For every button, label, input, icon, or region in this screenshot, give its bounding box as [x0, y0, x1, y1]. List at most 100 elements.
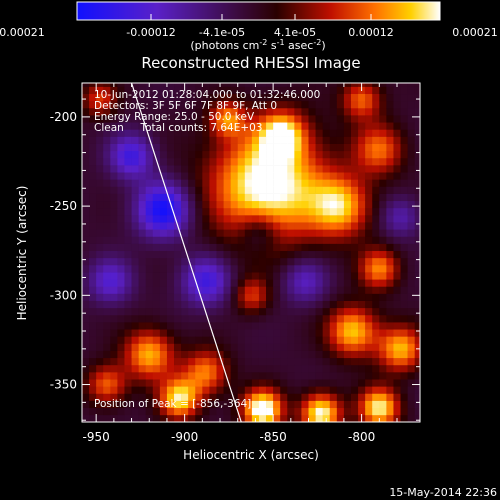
heatmap-cell: [124, 215, 132, 223]
heatmap-cell: [386, 215, 394, 223]
heatmap-cell: [223, 279, 231, 287]
heatmap-cell: [273, 107, 281, 116]
heatmap-cell: [322, 193, 331, 202]
heatmap-cell: [181, 279, 189, 287]
heatmap-cell: [365, 250, 373, 259]
heatmap-cell: [329, 314, 338, 323]
heatmap-cell: [251, 236, 260, 244]
heatmap-cell: [386, 322, 394, 330]
heatmap-cell: [181, 307, 189, 316]
heatmap-cell: [329, 250, 338, 259]
heatmap-cell: [124, 157, 132, 166]
heatmap-cell: [188, 343, 196, 351]
heatmap-cell: [124, 286, 132, 294]
heatmap-cell: [365, 293, 373, 301]
heatmap-cell: [393, 314, 401, 323]
heatmap-cell: [414, 372, 420, 380]
heatmap-cell: [117, 157, 125, 166]
heatmap-cell: [131, 414, 139, 422]
heatmap-cell: [223, 136, 231, 144]
heatmap-cell: [89, 307, 97, 316]
heatmap-cell: [166, 186, 175, 194]
heatmap-cell: [244, 293, 253, 301]
heatmap-cell: [166, 293, 175, 301]
heatmap-cell: [216, 364, 224, 373]
heatmap-cell: [308, 386, 316, 394]
heatmap-cell: [152, 386, 161, 394]
heatmap-cell: [89, 115, 97, 123]
heatmap-cell: [216, 115, 224, 123]
heatmap-cell: [96, 165, 104, 173]
heatmap-cell: [350, 150, 359, 159]
heatmap-cell: [174, 322, 182, 330]
heatmap-cell: [145, 286, 154, 294]
heatmap-cell: [322, 150, 331, 159]
heatmap-cell: [365, 150, 373, 159]
heatmap-cell: [202, 293, 210, 301]
heatmap-cell: [209, 400, 217, 409]
heatmap-cell: [301, 115, 309, 123]
heatmap-cell: [294, 279, 302, 287]
heatmap-cell: [358, 165, 366, 173]
heatmap-cell: [414, 129, 420, 137]
heatmap-cell: [145, 236, 154, 244]
peak-position-label: Position of Peak = [-856,-364]: [94, 398, 251, 410]
heatmap-cell: [329, 379, 338, 387]
heatmap-cell: [294, 136, 302, 144]
heatmap-cell: [89, 100, 97, 109]
heatmap-cell: [379, 414, 387, 422]
heatmap-cell: [273, 350, 281, 359]
heatmap-cell: [251, 215, 260, 223]
heatmap-cell: [329, 229, 338, 237]
heatmap-cell: [216, 336, 224, 344]
heatmap-cell: [308, 86, 316, 95]
heatmap-cell: [96, 150, 104, 159]
heatmap-cell: [145, 222, 154, 230]
heatmap-cell: [124, 357, 132, 366]
heatmap-cell: [89, 279, 97, 287]
heatmap-cell: [393, 215, 401, 223]
heatmap-cell: [188, 372, 196, 380]
heatmap-cell: [216, 207, 224, 216]
heatmap-cell: [124, 386, 132, 394]
heatmap-cell: [174, 400, 182, 409]
heatmap-cell: [110, 222, 118, 230]
heatmap-cell: [152, 200, 161, 209]
heatmap-cell: [294, 322, 302, 330]
heatmap-cell: [343, 100, 352, 109]
heatmap-cell: [301, 357, 309, 366]
heatmap-cell: [280, 172, 288, 180]
heatmap-cell: [174, 372, 182, 380]
heatmap-cell: [89, 165, 97, 173]
heatmap-cell: [287, 100, 295, 109]
heatmap-cell: [195, 364, 203, 373]
heatmap-cell: [82, 243, 90, 252]
heatmap-cell: [138, 336, 147, 344]
heatmap-cell: [266, 379, 274, 387]
heatmap-cell: [365, 93, 373, 102]
heatmap-cell: [124, 222, 132, 230]
heatmap-cell: [386, 264, 394, 273]
heatmap-cell: [166, 300, 175, 309]
heatmap-cell: [145, 379, 154, 387]
heatmap-cell: [145, 272, 154, 280]
heatmap-cell: [166, 272, 175, 280]
heatmap-cell: [414, 400, 420, 409]
heatmap-cell: [308, 200, 316, 209]
heatmap-cell: [188, 279, 196, 287]
heatmap-cell: [103, 100, 111, 109]
heatmap-cell: [414, 222, 420, 230]
heatmap-cell: [365, 179, 373, 187]
heatmap-cell: [244, 215, 253, 223]
heatmap-cell: [400, 115, 408, 123]
heatmap-cell: [372, 329, 380, 337]
heatmap-cell: [202, 200, 210, 209]
heatmap-cell: [195, 236, 203, 244]
heatmap-cell: [230, 83, 239, 87]
heatmap-cell: [294, 86, 302, 95]
heatmap-cell: [400, 372, 408, 380]
heatmap-cell: [82, 136, 90, 144]
heatmap-cell: [386, 350, 394, 359]
heatmap-cell: [350, 329, 359, 337]
heatmap-cell: [145, 200, 154, 209]
